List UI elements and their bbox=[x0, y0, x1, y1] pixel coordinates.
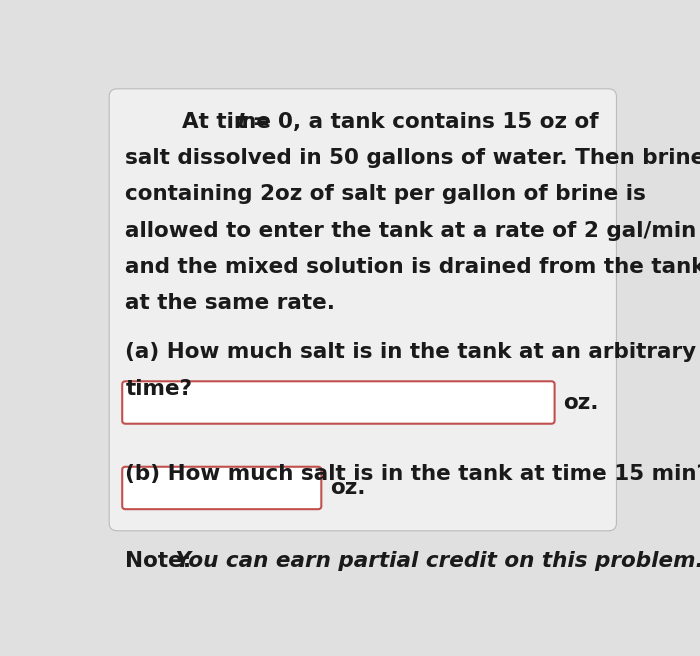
FancyBboxPatch shape bbox=[122, 381, 554, 424]
Text: (b) How much salt is in the tank at time 15 min?: (b) How much salt is in the tank at time… bbox=[125, 464, 700, 484]
Text: containing 2oz of salt per gallon of brine is: containing 2oz of salt per gallon of bri… bbox=[125, 184, 646, 204]
Text: oz.: oz. bbox=[330, 478, 365, 498]
Text: Note:: Note: bbox=[125, 551, 192, 571]
FancyBboxPatch shape bbox=[109, 89, 617, 531]
Text: salt dissolved in 50 gallons of water. Then brine: salt dissolved in 50 gallons of water. T… bbox=[125, 148, 700, 168]
Text: You can earn partial credit on this problem.: You can earn partial credit on this prob… bbox=[168, 551, 700, 571]
Text: and the mixed solution is drained from the tank: and the mixed solution is drained from t… bbox=[125, 257, 700, 277]
FancyBboxPatch shape bbox=[122, 467, 321, 509]
Text: time?: time? bbox=[125, 379, 192, 399]
Text: = 0, a tank contains 15 oz of: = 0, a tank contains 15 oz of bbox=[245, 112, 598, 132]
Text: (a) How much salt is in the tank at an arbitrary: (a) How much salt is in the tank at an a… bbox=[125, 342, 696, 363]
Text: at the same rate.: at the same rate. bbox=[125, 293, 335, 314]
Text: At time: At time bbox=[183, 112, 279, 132]
Text: t: t bbox=[236, 112, 246, 132]
Text: oz.: oz. bbox=[564, 392, 598, 413]
Text: allowed to enter the tank at a rate of 2 gal/min: allowed to enter the tank at a rate of 2… bbox=[125, 220, 696, 241]
